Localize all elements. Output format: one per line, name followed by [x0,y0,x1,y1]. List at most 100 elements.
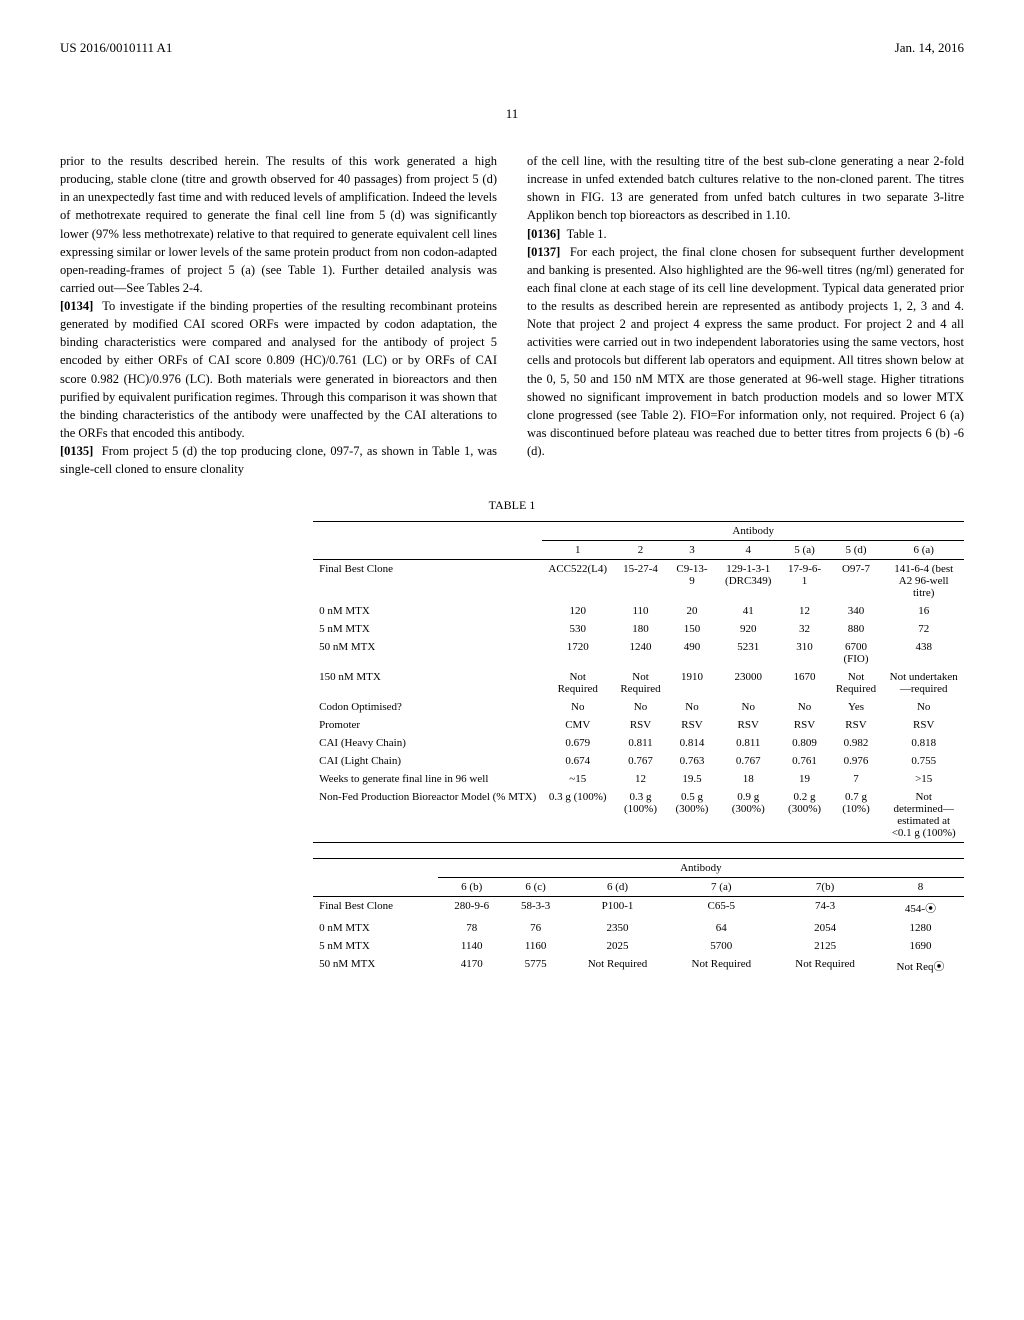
cell: 880 [829,620,884,638]
cell: RSV [780,716,828,734]
cell: No [716,698,780,716]
cell: Not Required [613,668,668,698]
cell: 1240 [613,638,668,668]
row-label: 5 nM MTX [313,620,542,638]
cell: 110 [613,602,668,620]
cell: 19.5 [668,770,716,788]
table-row: 150 nM MTXNot RequiredNot Required191023… [313,668,964,698]
table2-col: 7(b) [773,878,877,897]
table-row: Codon Optimised?NoNoNoNoNoYesNo [313,698,964,716]
cell: 1670 [780,668,828,698]
cell: 2125 [773,937,877,955]
cell: C65-5 [669,897,773,920]
table-row: Final Best CloneACC522(L4)15-27-4C9-13-9… [313,560,964,603]
cell: RSV [716,716,780,734]
table-row: 5 nM MTX114011602025570021251690 [313,937,964,955]
cell: 2054 [773,919,877,937]
cell: 15-27-4 [613,560,668,603]
para-continuation: prior to the results described herein. T… [60,152,497,297]
cell: 32 [780,620,828,638]
left-column: prior to the results described herein. T… [60,152,497,478]
cell: RSV [829,716,884,734]
table-row: 0 nM MTX787623506420541280 [313,919,964,937]
cell: 5231 [716,638,780,668]
row-label: 5 nM MTX [313,937,438,955]
table2-col: 8 [877,878,964,897]
row-label: 0 nM MTX [313,919,438,937]
cell: Not undertaken—required [883,668,964,698]
table-row: Non-Fed Production Bioreactor Model (% M… [313,788,964,843]
para-num: [0137] [527,245,560,259]
cell: 16 [883,602,964,620]
table2-col: 6 (d) [566,878,670,897]
cell: 17-9-6-1 [780,560,828,603]
table1-col-headers: 12345 (a)5 (d)6 (a) [313,541,964,560]
cell: 0.755 [883,752,964,770]
cell: Not Required [829,668,884,698]
cell: No [542,698,613,716]
pub-date: Jan. 14, 2016 [895,40,964,56]
row-label: Final Best Clone [313,897,438,920]
cell: 1140 [438,937,506,955]
cell: P100-1 [566,897,670,920]
cell: 0.976 [829,752,884,770]
cell: 2025 [566,937,670,955]
table-row: Final Best Clone280-9-658-3-3P100-1C65-5… [313,897,964,920]
table-row: 50 nM MTX1720124049052313106700 (FIO)438 [313,638,964,668]
table2-group-header: Antibody [438,859,964,878]
table-row: Weeks to generate final line in 96 well~… [313,770,964,788]
row-label: CAI (Heavy Chain) [313,734,542,752]
table1-col: 2 [613,541,668,560]
cell: 0.763 [668,752,716,770]
cell: 12 [780,602,828,620]
cell: 78 [438,919,506,937]
para-num: [0135] [60,444,93,458]
cell: 19 [780,770,828,788]
table1-col: 1 [542,541,613,560]
row-label: 0 nM MTX [313,602,542,620]
cell: CMV [542,716,613,734]
cell: 340 [829,602,884,620]
cell: No [668,698,716,716]
cell: RSV [613,716,668,734]
cell: 530 [542,620,613,638]
cell: 18 [716,770,780,788]
cell: 0.679 [542,734,613,752]
row-label: 50 nM MTX [313,955,438,977]
row-label: Codon Optimised? [313,698,542,716]
cell: 0.767 [716,752,780,770]
table-row: CAI (Light Chain)0.6740.7670.7630.7670.7… [313,752,964,770]
para-0134: [0134] To investigate if the binding pro… [60,297,497,442]
cell: 0.809 [780,734,828,752]
cell: 0.818 [883,734,964,752]
cell: RSV [668,716,716,734]
cell: 0.3 g (100%) [613,788,668,843]
cell: No [883,698,964,716]
cell: 0.761 [780,752,828,770]
row-label: 50 nM MTX [313,638,542,668]
cell: 0.811 [613,734,668,752]
cell: 0.814 [668,734,716,752]
cell: ACC522(L4) [542,560,613,603]
page-header: US 2016/0010111 A1 Jan. 14, 2016 [60,40,964,56]
table1-body: Final Best CloneACC522(L4)15-27-4C9-13-9… [313,560,964,843]
para-continuation-right: of the cell line, with the resulting tit… [527,152,964,225]
cell: 76 [506,919,566,937]
row-label: 150 nM MTX [313,668,542,698]
row-label: Final Best Clone [313,560,542,603]
table1-col: 5 (a) [780,541,828,560]
table1-col: 3 [668,541,716,560]
cell: 1720 [542,638,613,668]
cell: 6700 (FIO) [829,638,884,668]
cell: Not Required [669,955,773,977]
table-row: 0 nM MTX12011020411234016 [313,602,964,620]
cell: Not Required [566,955,670,977]
cell: 58-3-3 [506,897,566,920]
table1: Antibody 12345 (a)5 (d)6 (a) Final Best … [313,521,964,843]
cell: 72 [883,620,964,638]
cell: 180 [613,620,668,638]
cell: RSV [883,716,964,734]
cell: 74-3 [773,897,877,920]
cell: 454-⦿ [877,897,964,920]
cell: 920 [716,620,780,638]
